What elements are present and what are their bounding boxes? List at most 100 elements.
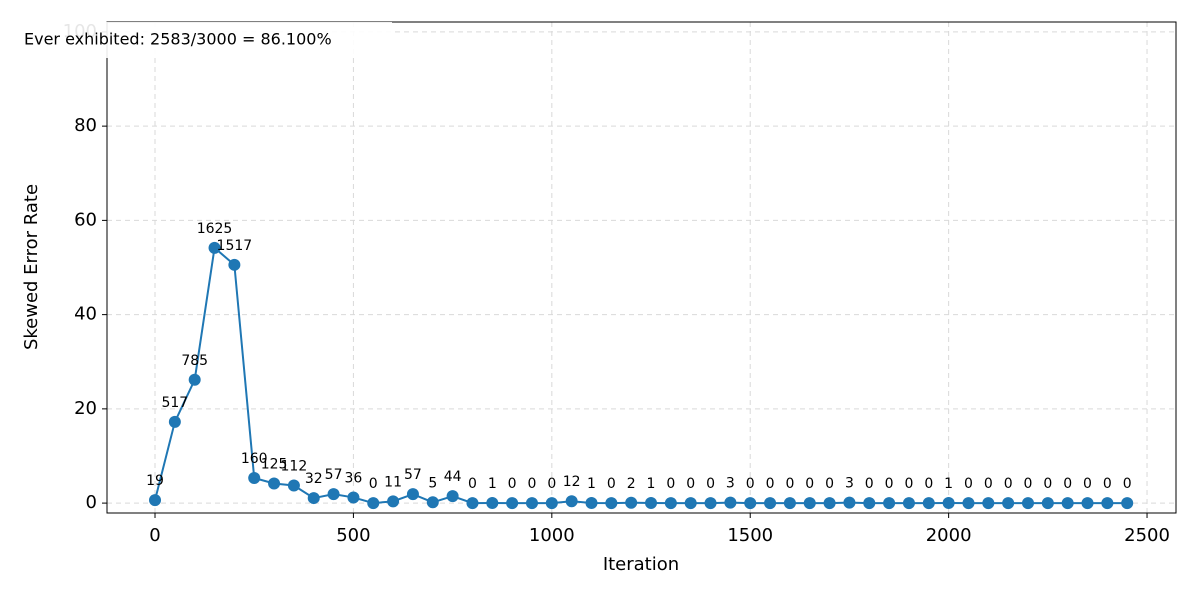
data-label: 0 [885, 476, 894, 492]
data-point [843, 496, 856, 509]
annotation-box [18, 22, 392, 58]
data-label: 0 [706, 476, 715, 492]
data-label: 0 [686, 476, 695, 492]
data-point [1061, 497, 1074, 510]
data-point [525, 497, 538, 510]
data-label: 0 [1123, 476, 1132, 492]
data-label: 0 [468, 476, 477, 492]
data-point [545, 497, 558, 510]
data-label: 36 [345, 470, 363, 486]
x-tick-label: 0 [149, 525, 160, 546]
data-point [684, 497, 697, 510]
data-point [764, 497, 777, 510]
data-point [149, 494, 162, 507]
data-point [228, 258, 241, 271]
data-point [1041, 497, 1054, 510]
data-point [1021, 497, 1034, 510]
x-tick-label: 1000 [529, 525, 575, 546]
data-label: 19 [146, 473, 164, 489]
data-label: 11 [384, 474, 402, 490]
data-label: 1625 [197, 221, 233, 237]
y-axis-label: Skewed Error Rate [21, 184, 42, 350]
data-point [1101, 497, 1114, 510]
data-point [942, 496, 955, 509]
y-tick-label: 40 [74, 304, 97, 325]
data-point [1002, 497, 1015, 510]
data-point [426, 496, 439, 509]
data-point [565, 495, 578, 508]
data-point [307, 492, 320, 505]
data-point [744, 497, 757, 510]
data-point [327, 488, 340, 501]
data-point [922, 497, 935, 510]
data-label: 0 [547, 476, 556, 492]
data-label: 0 [984, 476, 993, 492]
data-label: 2 [627, 476, 636, 492]
data-label: 0 [825, 476, 834, 492]
data-label: 0 [904, 476, 913, 492]
data-point [446, 490, 459, 503]
data-point [287, 479, 300, 492]
data-label: 0 [1043, 476, 1052, 492]
data-point [506, 497, 519, 510]
data-point [982, 497, 995, 510]
data-label: 44 [444, 469, 462, 485]
data-label: 57 [404, 467, 422, 483]
data-point [486, 496, 499, 509]
data-label: 0 [865, 476, 874, 492]
y-tick-label: 20 [74, 398, 97, 419]
y-tick-label: 80 [74, 115, 97, 136]
data-point [664, 497, 677, 510]
y-tick-label: 60 [74, 209, 97, 230]
x-axis-label: Iteration [603, 554, 679, 575]
data-point [803, 497, 816, 510]
data-point [962, 497, 975, 510]
data-point [248, 471, 261, 484]
data-label: 1 [587, 476, 596, 492]
data-label: 5 [428, 475, 437, 491]
data-label: 160 [241, 451, 268, 467]
data-point [724, 496, 737, 509]
data-label: 0 [1063, 476, 1072, 492]
data-label: 0 [766, 476, 775, 492]
data-point [466, 497, 479, 510]
data-point [406, 488, 419, 501]
data-label: 112 [281, 459, 308, 475]
data-point [704, 497, 717, 510]
data-point [902, 497, 915, 510]
data-point [347, 491, 360, 504]
data-point [1121, 497, 1134, 510]
data-label: 0 [964, 476, 973, 492]
data-point [783, 497, 796, 510]
data-point [188, 373, 201, 386]
data-point [268, 477, 281, 490]
data-point [625, 496, 638, 509]
data-label: 0 [805, 476, 814, 492]
data-label: 0 [607, 476, 616, 492]
data-point [863, 497, 876, 510]
data-point [208, 241, 221, 254]
data-label: 1 [944, 476, 953, 492]
data-label: 0 [746, 476, 755, 492]
data-label: 1 [647, 476, 656, 492]
data-label: 0 [924, 476, 933, 492]
data-label: 0 [785, 476, 794, 492]
data-label: 0 [1024, 476, 1033, 492]
data-label: 0 [528, 476, 537, 492]
x-tick-label: 500 [336, 525, 370, 546]
data-point [367, 497, 380, 510]
data-label: 0 [1083, 476, 1092, 492]
data-label: 125 [261, 456, 288, 472]
data-point [883, 497, 896, 510]
data-label: 1517 [217, 238, 253, 254]
data-label: 3 [845, 476, 854, 492]
x-tick-label: 1500 [727, 525, 773, 546]
data-label: 517 [161, 395, 188, 411]
data-point [1081, 497, 1094, 510]
data-point [585, 496, 598, 509]
plot-frame [106, 21, 1177, 514]
data-label: 12 [563, 474, 581, 490]
data-point [645, 496, 658, 509]
data-point [168, 415, 181, 428]
data-point [605, 497, 618, 510]
